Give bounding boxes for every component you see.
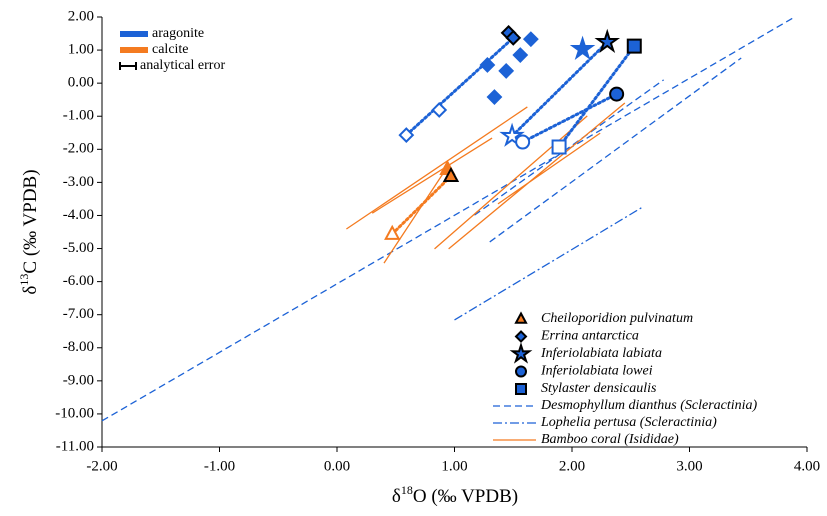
x-title-sup: 18 [401, 483, 413, 497]
legend-label: Inferiolabiata labiata [540, 346, 662, 361]
y-tick-label: -9.00 [63, 372, 94, 388]
y-title-part: C (‰ VPDB) [20, 169, 41, 273]
y-tick-label: -5.00 [63, 240, 94, 256]
y-tick-label: -4.00 [63, 207, 94, 223]
legend-label: Cheiloporidion pulvinatum [541, 311, 693, 326]
data-point [498, 63, 515, 79]
data-point [384, 224, 401, 240]
x-tick-label: 2.00 [559, 458, 585, 474]
x-tick-label: 3.00 [676, 458, 702, 474]
data-point [486, 89, 503, 105]
legend-label: Errina antarctica [540, 329, 639, 344]
y-title-part: δ [20, 286, 41, 295]
y-title-sup: 13 [17, 274, 31, 286]
data-point [594, 28, 621, 53]
y-tick-label: -10.00 [55, 405, 94, 421]
y-tick-label: 2.00 [68, 8, 94, 24]
data-point [551, 139, 567, 155]
data-point [442, 166, 460, 182]
reference-line [101, 17, 794, 422]
error-legend-icon [119, 62, 137, 70]
data-point [398, 127, 415, 143]
legend-label: aragonite [152, 26, 204, 41]
y-axis-title: δ13C (‰ VPDB) [17, 169, 42, 294]
x-tick-label: 0.00 [324, 458, 350, 474]
data-point [626, 38, 642, 54]
y-tick-label: -3.00 [63, 174, 94, 190]
y-tick-label: -7.00 [63, 306, 94, 322]
data-point [569, 35, 596, 60]
y-tick-label: 0.00 [68, 75, 94, 91]
data-point [431, 102, 448, 118]
legend-marker [514, 311, 528, 324]
x-title-part: O (‰ VPDB) [413, 486, 518, 507]
legend-marker [509, 342, 533, 364]
x-tick-label: -2.00 [86, 458, 117, 474]
trend-line [557, 44, 636, 149]
legend-label: analytical error [140, 58, 225, 73]
trend-line [510, 40, 609, 138]
reference-line [454, 207, 642, 321]
legend-label: calcite [152, 42, 189, 57]
legend-label: Desmophyllum dianthus (Scleractinia) [540, 398, 758, 413]
legend-marker [515, 383, 527, 395]
trend-line [521, 92, 619, 144]
x-title-part: δ [392, 486, 401, 507]
y-tick-label: -2.00 [63, 141, 94, 157]
legend-label: Lophelia pertusa (Scleractinia) [540, 415, 717, 430]
y-tick-label: -6.00 [63, 273, 94, 289]
data-point [499, 122, 525, 147]
legend-marker [514, 330, 528, 343]
data-point [505, 29, 522, 46]
x-tick-label: 4.00 [794, 458, 820, 474]
legend-label: Inferiolabiata lowei [540, 364, 653, 379]
legend-label: Stylaster densicaulis [541, 381, 657, 396]
x-axis-title: δ18O (‰ VPDB) [392, 483, 518, 508]
y-tick-label: -8.00 [63, 339, 94, 355]
y-tick-label: -11.00 [56, 438, 94, 454]
trend-line [390, 174, 453, 236]
reference-line [346, 102, 626, 264]
legend-marker [515, 365, 527, 378]
data-point [609, 86, 625, 102]
data-point [512, 47, 529, 63]
x-tick-label: -1.00 [204, 458, 235, 474]
y-tick-label: -1.00 [63, 108, 94, 124]
x-tick-label: 1.00 [441, 458, 467, 474]
legend-label: Bamboo coral (Isididae) [541, 432, 679, 447]
trend-line [404, 36, 515, 137]
data-point [479, 57, 496, 73]
y-tick-label: 1.00 [68, 42, 94, 58]
data-point [515, 134, 531, 150]
data-point [522, 31, 539, 48]
